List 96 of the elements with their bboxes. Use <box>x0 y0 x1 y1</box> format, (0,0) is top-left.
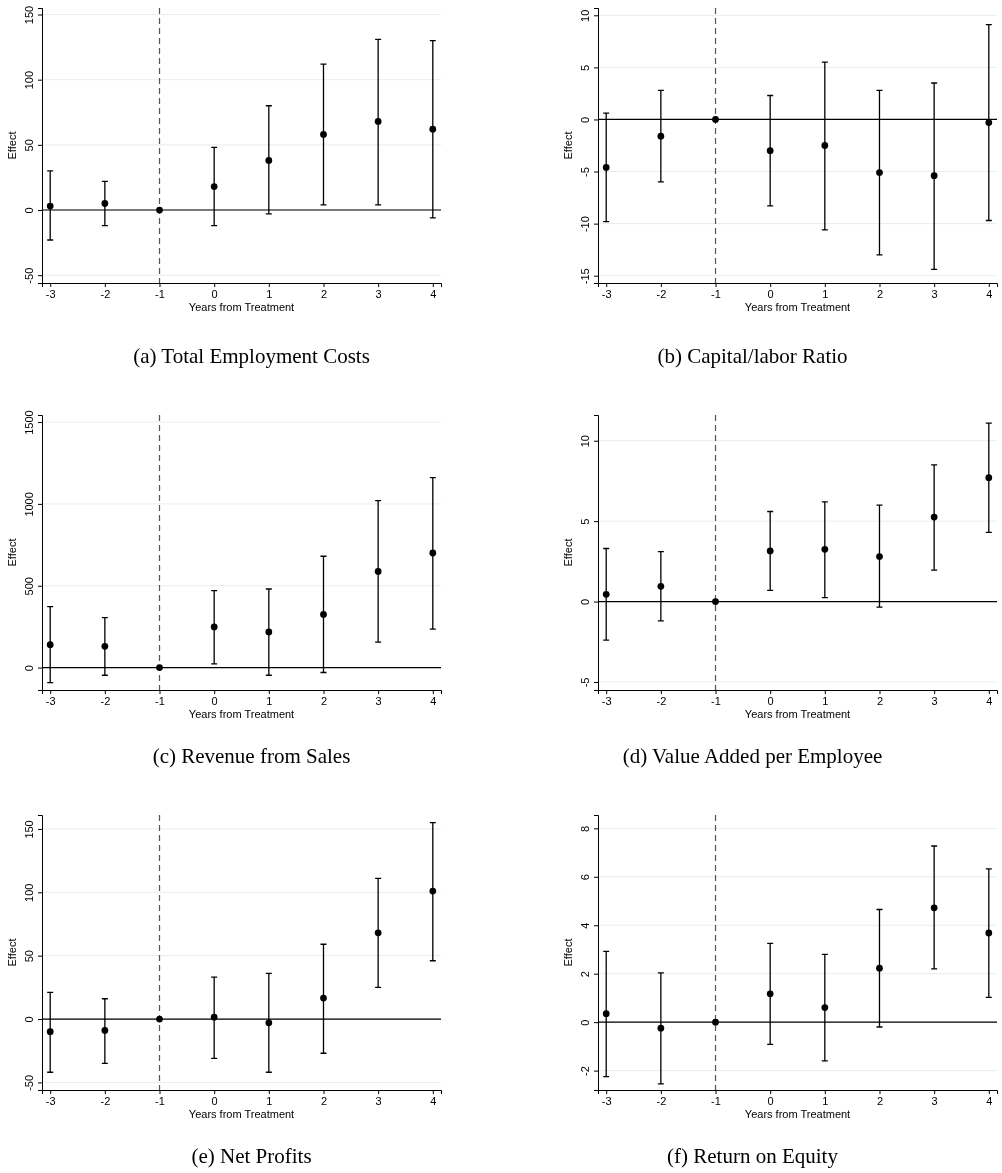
x-tick-label: 1 <box>266 287 273 300</box>
x-tick-label: 3 <box>375 287 382 300</box>
y-axis-title: Effect <box>6 131 18 160</box>
x-tick-label: 4 <box>986 287 993 300</box>
x-tick-label: 1 <box>266 1094 273 1107</box>
x-tick-label: -1 <box>711 694 721 707</box>
y-tick-label: 4 <box>579 922 591 929</box>
x-tick-label: -2 <box>100 694 111 707</box>
text: (d) Value Added per Employee <box>622 744 883 768</box>
x-tick-label: -1 <box>155 287 165 300</box>
text: (a) Total Employment Costs <box>133 344 370 368</box>
x-tick-label: 2 <box>876 694 884 707</box>
y-tick-label: 0 <box>579 116 591 124</box>
y-axis-title: Effect <box>562 938 574 967</box>
y-tick-label: -5 <box>579 677 591 688</box>
x-tick-label: -3 <box>45 1094 56 1107</box>
x-tick-label: -3 <box>601 694 612 707</box>
y-tick-label: 150 <box>23 820 35 839</box>
x-tick-label: 1 <box>266 694 273 707</box>
x-tick-label: -3 <box>45 287 56 300</box>
text: (e) Net Profits <box>191 1144 312 1168</box>
x-tick-label: 0 <box>767 694 774 707</box>
y-axis-title: Effect <box>562 538 574 567</box>
y-tick-label: 50 <box>23 950 35 963</box>
y-tick-label: 0 <box>579 1019 591 1026</box>
y-axis-title: Effect <box>6 938 18 967</box>
y-tick-label: -5 <box>579 167 591 177</box>
text: (b) Capital/labor Ratio <box>657 344 848 368</box>
x-axis-title: Years from Treatment <box>744 1108 851 1120</box>
text: (f) Return on Equity <box>667 1144 839 1168</box>
y-tick-label: 0 <box>23 1016 35 1023</box>
x-tick-label: 0 <box>211 694 218 707</box>
y-tick-label: 5 <box>579 64 591 71</box>
x-tick-label: -2 <box>656 287 667 300</box>
y-tick-label: 8 <box>579 825 591 832</box>
y-tick-label: 0 <box>23 665 35 672</box>
y-tick-label: 500 <box>23 577 35 596</box>
x-tick-label: -1 <box>711 1094 721 1107</box>
y-tick-label: 100 <box>23 71 35 90</box>
x-tick-label: 3 <box>931 694 938 707</box>
x-tick-label: 3 <box>375 1094 382 1107</box>
y-tick-label: 150 <box>23 5 35 25</box>
x-tick-label: 2 <box>320 694 328 707</box>
x-tick-label: 0 <box>211 287 218 300</box>
y-tick-label: 1500 <box>23 410 35 435</box>
x-axis-title: Years from Treatment <box>744 708 851 720</box>
x-tick-label: 0 <box>211 1094 218 1107</box>
x-tick-label: 4 <box>986 694 993 707</box>
x-tick-label: 2 <box>876 287 884 300</box>
x-tick-label: 2 <box>320 287 328 300</box>
y-axis-title: Effect <box>562 131 574 160</box>
x-tick-label: 3 <box>931 1094 938 1107</box>
y-tick-label: 100 <box>23 883 35 902</box>
x-tick-label: -1 <box>711 287 721 300</box>
x-tick-label: -3 <box>45 694 56 707</box>
x-tick-label: -2 <box>656 694 667 707</box>
y-tick-label: -15 <box>579 268 591 285</box>
x-axis-title: Years from Treatment <box>188 301 295 313</box>
x-tick-label: -2 <box>100 287 111 300</box>
y-tick-label: 0 <box>23 207 35 214</box>
x-tick-label: 1 <box>822 1094 829 1107</box>
y-tick-label: 2 <box>579 971 591 978</box>
x-tick-label: 0 <box>767 1094 774 1107</box>
text: (c) Revenue from Sales <box>152 744 351 768</box>
x-tick-label: -3 <box>601 287 612 300</box>
y-tick-label: 5 <box>579 518 591 525</box>
x-tick-label: 2 <box>320 1094 328 1107</box>
y-tick-label: -10 <box>579 216 591 233</box>
y-tick-label: 0 <box>579 598 591 606</box>
x-tick-label: 1 <box>822 287 829 300</box>
x-tick-label: -1 <box>155 694 165 707</box>
x-tick-label: -3 <box>601 1094 612 1107</box>
x-tick-label: -2 <box>100 1094 111 1107</box>
x-tick-label: 4 <box>430 287 437 300</box>
x-tick-label: -1 <box>155 1094 165 1107</box>
x-tick-label: 4 <box>430 1094 437 1107</box>
x-tick-label: -2 <box>656 1094 667 1107</box>
x-tick-label: 0 <box>767 287 774 300</box>
x-tick-label: 2 <box>876 1094 884 1107</box>
x-tick-label: 3 <box>375 694 382 707</box>
y-tick-label: 10 <box>579 9 591 22</box>
y-tick-label: 10 <box>579 435 591 448</box>
x-tick-label: 4 <box>430 694 437 707</box>
y-tick-label: -2 <box>579 1066 591 1077</box>
y-tick-label: 6 <box>579 874 591 881</box>
x-tick-label: 4 <box>986 1094 993 1107</box>
y-tick-label: -50 <box>23 267 35 284</box>
y-tick-label: 50 <box>23 139 35 152</box>
x-axis-title: Years from Treatment <box>188 708 295 720</box>
x-tick-label: 3 <box>931 287 938 300</box>
y-tick-label: 1000 <box>23 492 35 517</box>
y-axis-title: Effect <box>6 538 18 567</box>
y-tick-label: -50 <box>23 1074 35 1091</box>
x-axis-title: Years from Treatment <box>188 1108 295 1120</box>
x-axis-title: Years from Treatment <box>744 301 851 313</box>
x-tick-label: 1 <box>822 694 829 707</box>
